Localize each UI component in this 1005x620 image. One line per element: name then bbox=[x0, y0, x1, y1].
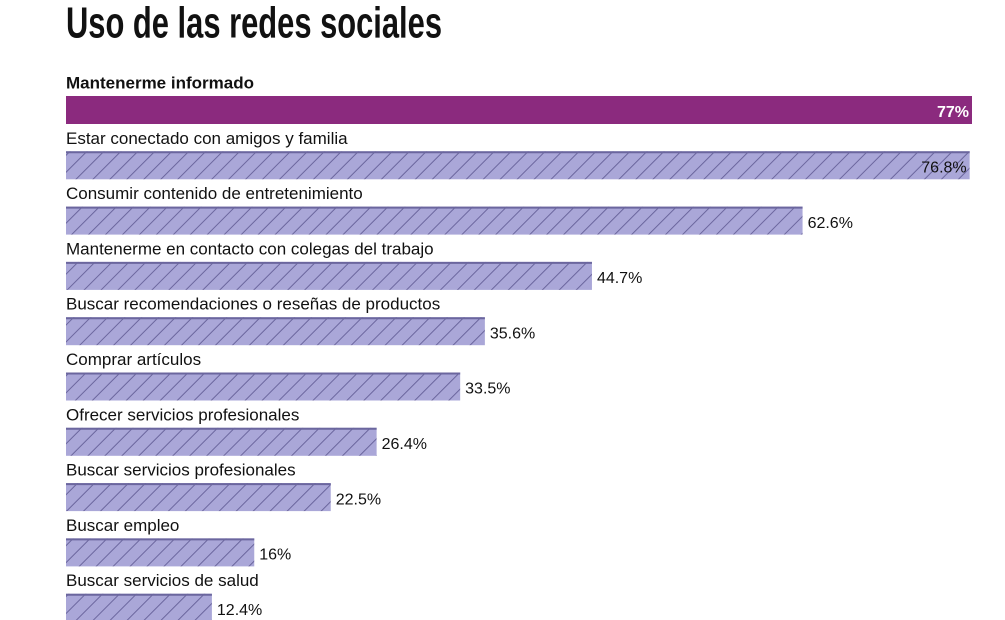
bar bbox=[66, 317, 485, 346]
category-label: Comprar artículos bbox=[66, 350, 201, 369]
value-label: 44.7% bbox=[597, 270, 642, 287]
bar bbox=[66, 206, 803, 235]
bar bbox=[66, 593, 212, 620]
category-label: Mantenerme informado bbox=[66, 73, 254, 92]
bar bbox=[66, 427, 377, 456]
category-label: Buscar recomendaciones o reseñas de prod… bbox=[66, 295, 440, 314]
value-label: 12.4% bbox=[217, 602, 262, 619]
bar bbox=[66, 483, 331, 512]
value-label: 26.4% bbox=[382, 436, 427, 453]
category-label: Consumir contenido de entretenimiento bbox=[66, 184, 363, 203]
value-label: 16% bbox=[259, 547, 291, 564]
category-label: Ofrecer servicios profesionales bbox=[66, 405, 299, 424]
chart-title: Uso de las redes sociales bbox=[66, 0, 442, 48]
value-label: 62.6% bbox=[808, 215, 853, 232]
bar bbox=[66, 261, 592, 290]
value-label: 35.6% bbox=[490, 325, 535, 342]
bar bbox=[66, 151, 970, 180]
value-label: 77% bbox=[937, 104, 969, 121]
category-label: Mantenerme en contacto con colegas del t… bbox=[66, 239, 434, 258]
category-label: Buscar servicios de salud bbox=[66, 571, 259, 590]
bar bbox=[66, 372, 461, 401]
bar bbox=[66, 538, 255, 567]
value-label: 76.8% bbox=[921, 160, 966, 177]
category-label: Buscar servicios profesionales bbox=[66, 461, 296, 480]
bar bbox=[66, 96, 972, 124]
category-label: Estar conectado con amigos y familia bbox=[66, 129, 348, 148]
value-label: 22.5% bbox=[336, 491, 381, 508]
category-label: Buscar empleo bbox=[66, 516, 179, 535]
value-label: 33.5% bbox=[465, 381, 510, 398]
